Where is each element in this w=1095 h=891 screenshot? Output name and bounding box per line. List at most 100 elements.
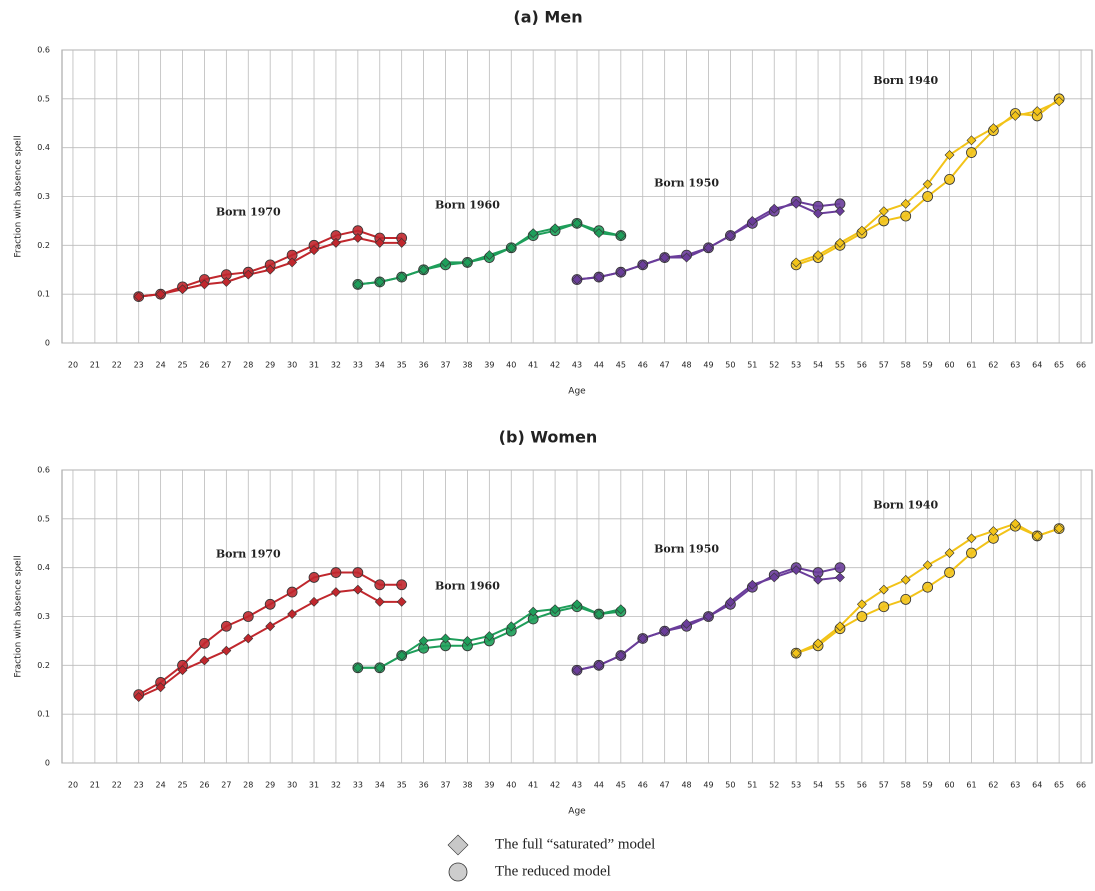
x-tick-label: 26 bbox=[199, 361, 209, 370]
data-point bbox=[593, 228, 604, 239]
data-point bbox=[243, 269, 254, 280]
x-tick-label: 20 bbox=[68, 781, 78, 790]
y-tick-label: 0 bbox=[45, 339, 50, 348]
data-point bbox=[1032, 531, 1043, 541]
data-point bbox=[593, 272, 604, 282]
x-tick-label: 40 bbox=[506, 781, 516, 790]
x-tick-label: 37 bbox=[440, 361, 450, 370]
x-tick-label: 63 bbox=[1010, 781, 1020, 790]
data-point bbox=[878, 206, 889, 217]
data-point bbox=[374, 662, 385, 673]
x-tick-label: 54 bbox=[813, 361, 823, 370]
x-tick-label: 61 bbox=[966, 781, 976, 790]
data-point bbox=[615, 267, 626, 278]
data-point bbox=[944, 567, 955, 578]
x-tick-label: 22 bbox=[112, 361, 122, 370]
data-point bbox=[396, 272, 407, 282]
data-point bbox=[462, 635, 473, 646]
x-tick-label: 51 bbox=[747, 781, 757, 790]
x-tick-label: 20 bbox=[68, 361, 78, 370]
x-tick-label: 44 bbox=[594, 361, 604, 370]
x-tick-label: 24 bbox=[156, 361, 166, 370]
y-tick-label: 0.3 bbox=[37, 192, 50, 201]
data-point bbox=[374, 579, 386, 591]
data-point bbox=[133, 692, 144, 702]
data-point bbox=[330, 567, 342, 578]
y-tick-label: 0.5 bbox=[37, 514, 50, 523]
x-tick-label: 28 bbox=[243, 781, 253, 790]
data-point bbox=[177, 665, 188, 676]
data-point bbox=[813, 208, 823, 219]
x-tick-label: 27 bbox=[221, 781, 231, 790]
data-point bbox=[922, 560, 933, 571]
y-tick-label: 0.1 bbox=[37, 710, 50, 719]
data-point bbox=[769, 572, 780, 583]
data-point bbox=[593, 609, 604, 619]
data-point bbox=[988, 526, 999, 536]
data-point bbox=[747, 215, 758, 226]
x-tick-label: 50 bbox=[725, 361, 735, 370]
x-tick-label: 47 bbox=[660, 361, 670, 370]
data-point bbox=[177, 284, 188, 295]
x-tick-label: 34 bbox=[375, 361, 385, 370]
data-point bbox=[572, 599, 582, 610]
x-tick-label: 42 bbox=[550, 781, 560, 790]
y-axis-label: Fraction with absence spell bbox=[14, 135, 24, 257]
data-point bbox=[922, 581, 934, 593]
x-tick-label: 40 bbox=[506, 361, 516, 370]
cohort-label: Born 1970 bbox=[216, 548, 281, 561]
x-tick-label: 53 bbox=[791, 781, 801, 790]
x-tick-label: 59 bbox=[923, 781, 933, 790]
data-point bbox=[155, 289, 166, 300]
data-point bbox=[220, 620, 232, 632]
data-point bbox=[659, 252, 670, 263]
data-point bbox=[791, 565, 802, 576]
data-point bbox=[878, 215, 890, 227]
x-tick-label: 62 bbox=[988, 361, 998, 370]
x-tick-label: 31 bbox=[309, 361, 319, 370]
x-tick-label: 48 bbox=[681, 361, 691, 370]
data-point bbox=[528, 228, 539, 239]
x-tick-label: 31 bbox=[309, 781, 319, 790]
data-point bbox=[572, 274, 582, 285]
y-tick-label: 0 bbox=[45, 759, 50, 768]
x-tick-label: 30 bbox=[287, 781, 297, 790]
data-point bbox=[593, 660, 604, 671]
data-point bbox=[791, 198, 802, 209]
x-tick-label: 28 bbox=[243, 361, 253, 370]
data-point bbox=[966, 147, 977, 158]
x-tick-label: 23 bbox=[134, 361, 144, 370]
data-point bbox=[309, 245, 319, 256]
x-tick-label: 29 bbox=[265, 361, 275, 370]
data-point bbox=[309, 596, 319, 607]
x-tick-label: 36 bbox=[419, 361, 429, 370]
y-axis-label: Fraction with absence spell bbox=[14, 555, 24, 677]
data-point bbox=[396, 237, 407, 248]
x-tick-label: 55 bbox=[835, 781, 845, 790]
data-point bbox=[966, 547, 977, 559]
data-point bbox=[856, 599, 867, 610]
x-tick-label: 22 bbox=[112, 781, 122, 790]
data-point bbox=[813, 250, 823, 261]
data-point bbox=[681, 618, 692, 629]
x-tick-label: 35 bbox=[397, 361, 407, 370]
x-tick-label: 37 bbox=[440, 781, 450, 790]
x-tick-label: 32 bbox=[331, 361, 341, 370]
data-point bbox=[747, 579, 758, 590]
x-tick-label: 59 bbox=[923, 361, 933, 370]
data-point bbox=[900, 574, 911, 585]
x-tick-label: 33 bbox=[353, 781, 363, 790]
x-tick-label: 38 bbox=[462, 781, 472, 790]
chart-title: (b) Women bbox=[499, 428, 598, 447]
x-tick-label: 47 bbox=[660, 781, 670, 790]
data-point bbox=[813, 574, 823, 585]
data-point bbox=[572, 218, 582, 229]
x-tick-label: 48 bbox=[681, 781, 691, 790]
data-point bbox=[1054, 96, 1065, 107]
data-point bbox=[396, 650, 407, 661]
data-point bbox=[966, 533, 977, 544]
x-tick-label: 27 bbox=[221, 361, 231, 370]
x-tick-label: 25 bbox=[177, 361, 187, 370]
x-tick-label: 49 bbox=[703, 781, 713, 790]
x-tick-label: 66 bbox=[1076, 361, 1086, 370]
